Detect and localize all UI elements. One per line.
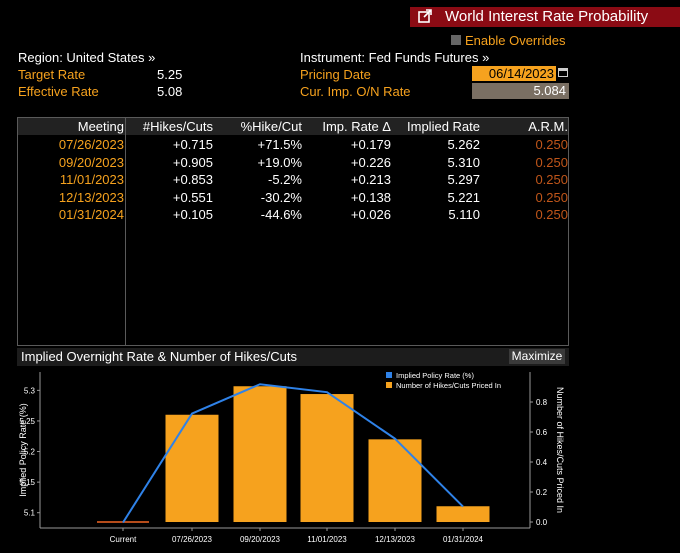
table-cell-implied-rate: 5.297 [447, 172, 480, 187]
left-tick-label: 5.1 [24, 509, 36, 518]
pricing-date-input[interactable]: 06/14/2023 [472, 66, 556, 81]
table-cell-pct-hike-cut: -5.2% [268, 172, 302, 187]
table-cell-pct-hike-cut: +71.5% [257, 137, 302, 152]
meetings-table: Meeting #Hikes/Cuts %Hike/Cut Imp. Rate Δ Im… [17, 117, 569, 346]
table-cell-hikes-cuts: +0.551 [172, 189, 213, 205]
instrument-selector[interactable]: Instrument: Fed Funds Futures » [300, 50, 490, 65]
table-cell-meeting[interactable]: 09/20/2023 [58, 154, 124, 170]
bar-11-01-2023 [300, 394, 354, 522]
x-tick-label: Current [110, 535, 137, 544]
x-tick-label: 01/31/2024 [443, 535, 484, 544]
x-tick-label: 12/13/2023 [375, 535, 416, 544]
table-cell-imp-rate-delta: +0.026 [350, 207, 391, 222]
table-cell-arm: 0.250 [535, 207, 568, 222]
maximize-button[interactable]: Maximize [509, 349, 565, 364]
implied-rate-line [122, 383, 464, 524]
table-cell-imp-rate-delta: +0.179 [350, 137, 391, 152]
table-cell-imp-rate-delta: +0.213 [350, 172, 391, 187]
column-header-hikes-cuts[interactable]: #Hikes/Cuts [142, 119, 213, 134]
x-tick-label: 07/26/2023 [172, 535, 213, 544]
table-cell-pct-hike-cut: -30.2% [260, 189, 302, 205]
table-cell-arm: 0.250 [535, 172, 568, 187]
pricing-date-label: Pricing Date [300, 67, 371, 82]
table-cell-implied-rate: 5.221 [447, 189, 480, 205]
table-cell-imp-rate-delta: +0.138 [350, 189, 391, 205]
title-banner [410, 7, 680, 27]
table-cell-hikes-cuts: +0.853 [172, 172, 213, 187]
calendar-icon[interactable] [558, 67, 568, 77]
chart-panel-header: Implied Overnight Rate & Number of Hikes… [17, 348, 569, 366]
legend-label-line: Implied Policy Rate (%) [396, 371, 474, 380]
right-tick-label: 0.6 [536, 428, 548, 437]
right-tick-label: 0.8 [536, 398, 548, 407]
cur-imp-label: Cur. Imp. O/N Rate [300, 84, 411, 99]
right-axis-title: Number of Hikes/Cuts Priced In [555, 387, 565, 513]
enable-overrides-checkbox[interactable] [451, 35, 461, 45]
table-cell-hikes-cuts: +0.715 [172, 137, 213, 152]
right-tick-label: 0.4 [536, 458, 548, 467]
table-cell-hikes-cuts: +0.905 [172, 154, 213, 170]
column-header-arm[interactable]: A.R.M. [528, 119, 568, 134]
left-tick-label: 5.15 [19, 478, 35, 487]
left-tick-label: 5.3 [24, 386, 36, 395]
launch-icon[interactable] [418, 9, 432, 23]
table-cell-implied-rate: 5.262 [447, 137, 480, 152]
table-cell-implied-rate: 5.110 [448, 207, 480, 222]
table-cell-arm: 0.250 [535, 189, 568, 205]
table-cell-meeting[interactable]: 01/31/2024 [58, 207, 124, 222]
rate-chart: 5.1 5.15 5.2 5.25 5.3 0.0 0.2 0.4 0.6 0.8 Current 0… [18, 371, 565, 544]
column-header-pct-hike-cut[interactable]: %Hike/Cut [240, 119, 302, 134]
enable-overrides-label[interactable]: Enable Overrides [465, 33, 566, 48]
chart-panel-title: Implied Overnight Rate & Number of Hikes… [21, 349, 297, 364]
x-tick-label: 09/20/2023 [240, 535, 281, 544]
cur-imp-rate-field[interactable]: 5.084 [472, 83, 569, 99]
legend-swatch-line [386, 372, 392, 378]
table-cell-pct-hike-cut: -44.6% [260, 207, 302, 222]
bar-09-20-2023 [233, 386, 287, 522]
left-tick-label: 5.25 [19, 417, 35, 426]
table-divider [125, 118, 126, 345]
table-cell-meeting[interactable]: 07/26/2023 [58, 137, 124, 152]
title-bar: World Interest Rate Probability [0, 0, 680, 32]
x-tick-label: 11/01/2023 [307, 535, 347, 544]
right-tick-label: 0.2 [536, 488, 548, 497]
table-cell-pct-hike-cut: +19.0% [257, 154, 302, 170]
table-cell-imp-rate-delta: +0.226 [350, 154, 391, 170]
column-header-meeting[interactable]: Meeting [77, 119, 124, 134]
region-selector[interactable]: Region: United States » [18, 50, 156, 65]
left-axis-title: Implied Policy Rate (%) [18, 403, 28, 497]
table-cell-arm: 0.250 [535, 137, 568, 152]
table-cell-arm: 0.250 [535, 154, 568, 170]
legend-swatch-bar [386, 382, 392, 388]
table-cell-implied-rate: 5.310 [447, 154, 480, 170]
bar-07-26-2023 [165, 414, 219, 522]
legend-label-bar: Number of Hikes/Cuts Priced In [396, 381, 501, 390]
right-tick-label: 0.0 [536, 518, 548, 527]
table-header-row [18, 118, 568, 135]
table-cell-meeting[interactable]: 12/13/2023 [58, 189, 124, 205]
target-rate-value: 5.25 [157, 67, 183, 82]
column-header-imp-rate-delta[interactable]: Imp. Rate Δ [322, 119, 391, 134]
bar-12-13-2023 [368, 439, 422, 522]
window-title: World Interest Rate Probability [445, 8, 649, 25]
target-rate-label: Target Rate [18, 67, 86, 82]
left-tick-label: 5.2 [24, 448, 36, 457]
table-cell-meeting[interactable]: 11/01/2023 [59, 172, 124, 187]
effective-rate-value: 5.08 [157, 84, 183, 99]
table-cell-hikes-cuts: +0.105 [172, 207, 213, 222]
effective-rate-label: Effective Rate [18, 84, 99, 99]
column-header-implied-rate[interactable]: Implied Rate [407, 119, 480, 134]
bar-01-31-2024 [436, 506, 490, 522]
